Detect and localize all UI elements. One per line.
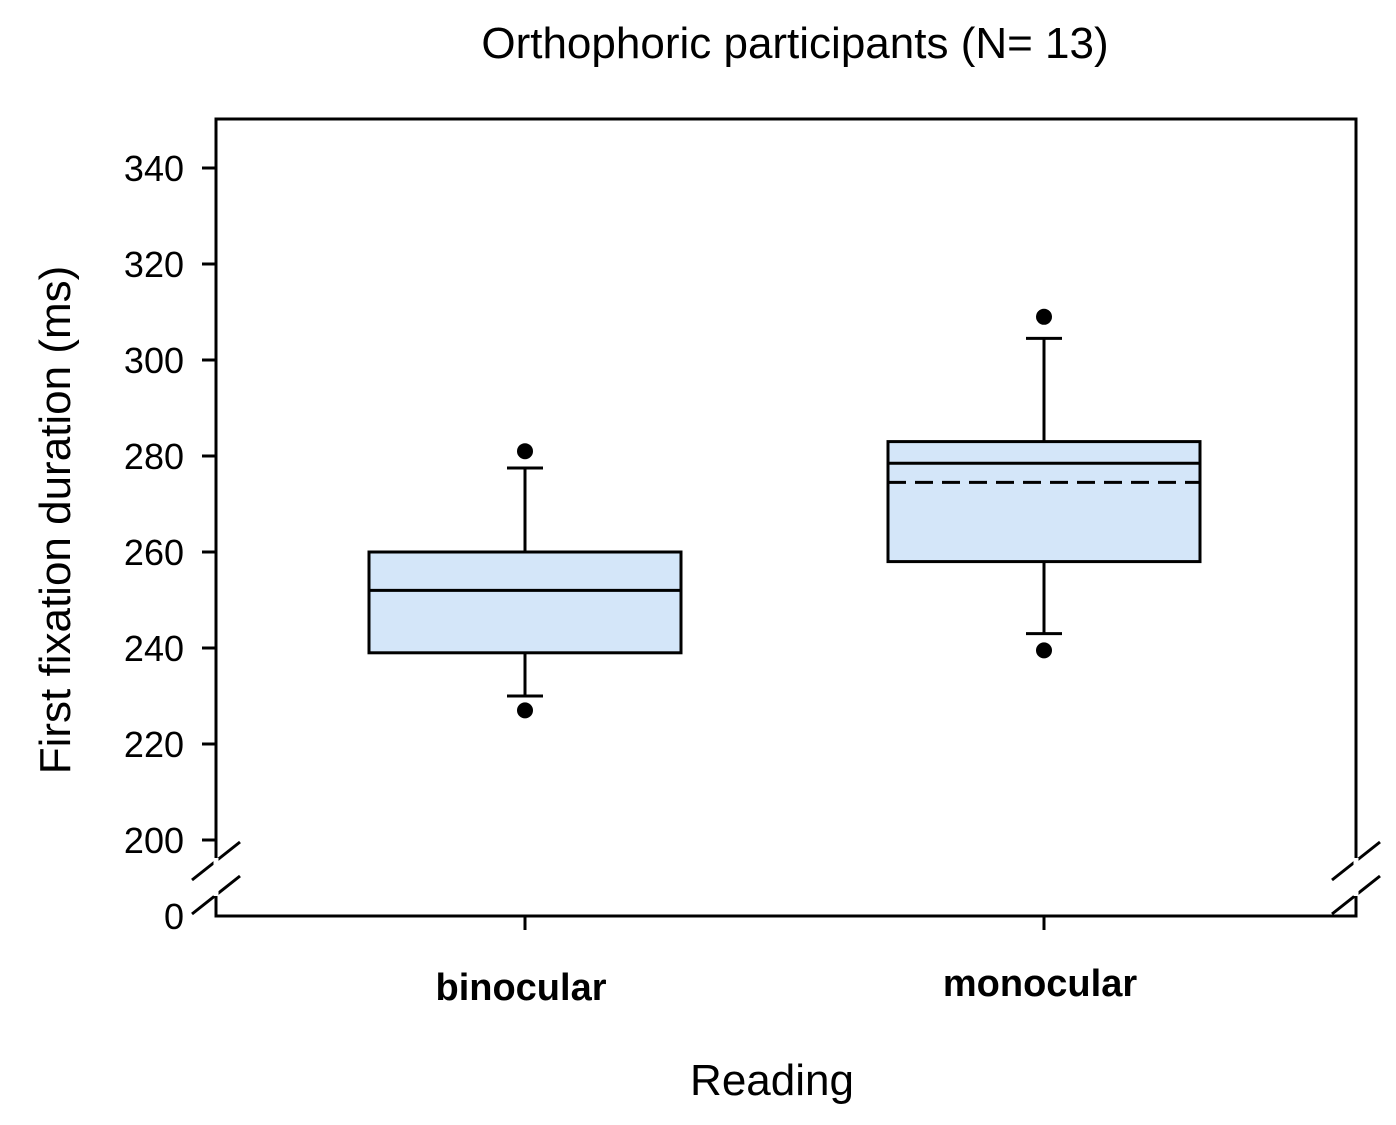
y-tick-label: 220 <box>124 724 184 765</box>
outlier-point <box>1036 642 1052 659</box>
box-iqr <box>367 550 683 655</box>
x-category-label: monocular <box>943 963 1137 1005</box>
outlier-point <box>517 443 533 460</box>
chart-title: Orthophoric participants (N= 13) <box>481 19 1108 68</box>
x-axis-label: Reading <box>690 1056 854 1105</box>
box-iqr <box>886 440 1202 564</box>
plot-frame <box>214 117 1358 918</box>
box-monocular <box>886 308 1202 659</box>
y-tick-label: 200 <box>124 820 184 861</box>
x-axis: binocular monocular <box>435 916 1137 1009</box>
y-tick-label: 280 <box>124 436 184 477</box>
x-category-label: binocular <box>435 967 606 1009</box>
y-tick-label: 340 <box>124 148 184 189</box>
box-binocular <box>367 443 683 719</box>
y-axis: 0 200 220 240 260 280 300 320 340 <box>124 148 1381 937</box>
y-tick-label: 320 <box>124 244 184 285</box>
y-tick-label: 260 <box>124 532 184 573</box>
outlier-point <box>1036 308 1052 325</box>
box-group <box>367 308 1202 719</box>
outlier-point <box>517 702 533 719</box>
y-tick-label: 0 <box>164 896 184 937</box>
y-axis-label: First fixation duration (ms) <box>31 266 80 775</box>
y-tick-label: 240 <box>124 628 184 669</box>
y-tick-label: 300 <box>124 340 184 381</box>
